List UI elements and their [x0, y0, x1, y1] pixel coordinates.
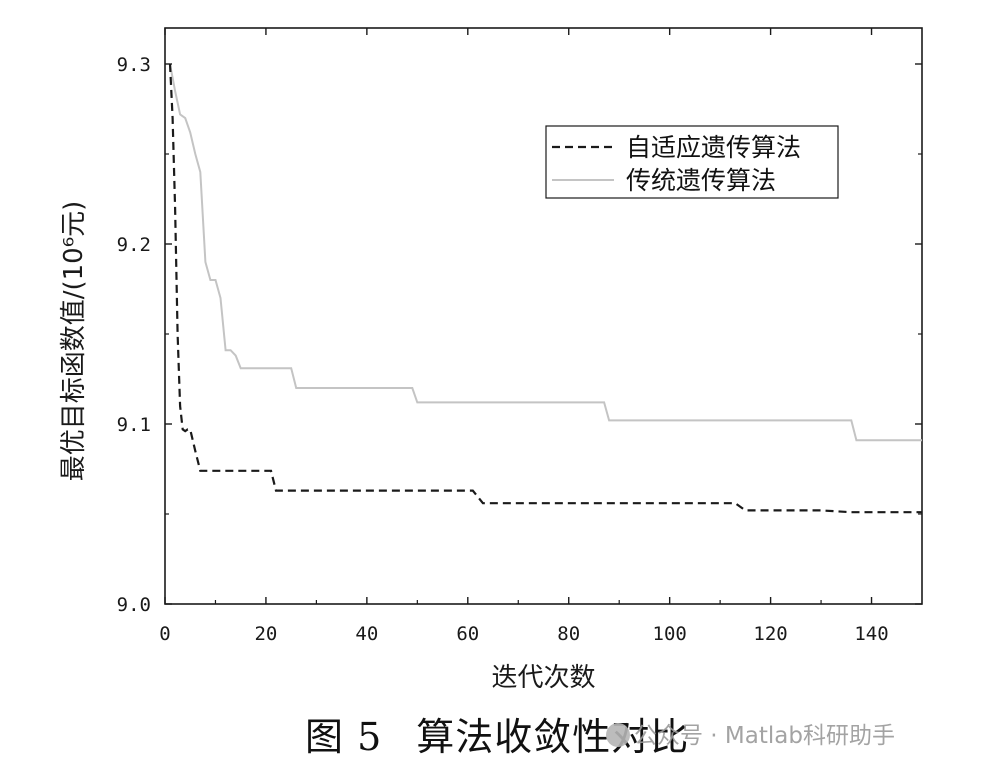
x-tick-label: 20 — [254, 623, 277, 645]
axis-ticks — [164, 28, 922, 605]
x-tick-label: 100 — [653, 623, 687, 645]
plot-frame — [164, 27, 923, 605]
legend-box — [545, 125, 839, 199]
legend-label: 自适应遗传算法 — [626, 133, 801, 162]
x-axis-title: 迭代次数 — [491, 663, 595, 693]
legend-label: 传统遗传算法 — [626, 166, 776, 195]
x-tick-label: 80 — [557, 623, 580, 645]
y-tick-label: 9.3 — [117, 54, 151, 76]
y-tick-label: 9.1 — [117, 414, 151, 436]
series-line-adaptive-ga — [168, 63, 922, 514]
watermark-text: 公众号 · Matlab科研助手 — [634, 723, 895, 749]
x-tick-label: 140 — [854, 623, 888, 645]
series-layer — [168, 63, 922, 514]
watermark: 公众号 · Matlab科研助手 — [606, 716, 895, 750]
series-line-traditional-ga — [169, 63, 922, 442]
x-tick-label: 0 — [159, 623, 170, 645]
x-tick-label: 40 — [355, 623, 378, 645]
tick-labels: 0 20 40 60 80 100 120 140 9.0 9.1 9.2 9.3 — [117, 54, 889, 645]
x-tick-label: 120 — [753, 623, 787, 645]
figure-number: 图 5 — [305, 715, 383, 759]
plot-border — [164, 27, 923, 605]
figure-title: 算法收敛性对比 — [416, 715, 690, 759]
y-axis-title: 最优目标函数值/(10⁶元) — [59, 201, 89, 482]
figure-caption: 图 5 算法收敛性对比 — [305, 706, 689, 761]
wechat-icon — [606, 723, 630, 747]
y-tick-label: 9.2 — [117, 234, 151, 256]
x-tick-label: 60 — [456, 623, 479, 645]
y-tick-label: 9.0 — [117, 594, 151, 616]
